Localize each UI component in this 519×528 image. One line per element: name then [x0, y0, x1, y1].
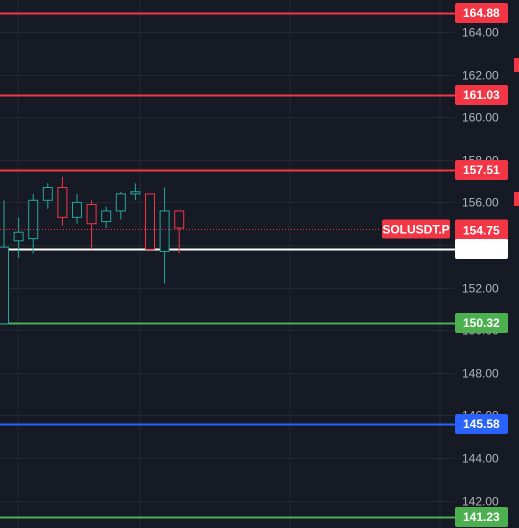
y-tick-label: 144.00 — [462, 452, 499, 466]
y-tick-label: 160.00 — [462, 111, 499, 125]
candle-up[interactable] — [159, 187, 170, 284]
candle-down[interactable] — [174, 210, 185, 254]
symbol-label-box — [382, 219, 450, 239]
candle-body — [115, 193, 126, 212]
edge-marker — [514, 58, 519, 72]
candle-up[interactable] — [0, 200, 9, 325]
candle-up[interactable] — [115, 191, 126, 220]
candle-body — [174, 210, 185, 229]
grid-lines — [0, 0, 454, 528]
candle-up[interactable] — [28, 193, 39, 254]
y-tick-label: 164.00 — [462, 26, 499, 40]
candle-up[interactable] — [13, 217, 24, 258]
level-price-tag — [455, 239, 508, 259]
y-tick-label: 162.00 — [462, 69, 499, 83]
level-price-tag — [455, 414, 508, 434]
candle-down[interactable] — [57, 176, 68, 226]
candle-body — [145, 193, 155, 250]
level-price-label: 157.51 — [463, 163, 500, 177]
candle-body — [13, 231, 24, 242]
candle-body — [72, 201, 82, 218]
symbol-label: SOLUSDT.P — [382, 223, 449, 237]
level-price-tag — [455, 3, 508, 23]
level-price-tag — [455, 160, 508, 180]
level-price-label: 145.58 — [463, 417, 500, 431]
y-tick-label: 156.00 — [462, 196, 499, 210]
right-edge-markers — [514, 58, 519, 206]
y-tick-label: 152.00 — [462, 282, 499, 296]
level-price-tag — [455, 313, 508, 333]
candle-body — [0, 246, 9, 325]
level-price-label: 141.23 — [463, 510, 500, 524]
level-price-label: 153.80 — [463, 242, 500, 256]
candle-down[interactable] — [145, 193, 155, 252]
candle-up[interactable] — [72, 193, 82, 224]
candle-body — [28, 199, 39, 240]
candle-up[interactable] — [101, 206, 112, 228]
candle-down[interactable] — [86, 200, 97, 250]
level-price-label: 161.03 — [463, 88, 500, 102]
level-price-label: 164.88 — [463, 6, 500, 20]
candle-body — [159, 210, 170, 252]
candle-up[interactable] — [130, 183, 141, 201]
candle-body — [101, 210, 112, 223]
y-tick-label: 148.00 — [462, 367, 499, 381]
candle-body — [42, 187, 53, 201]
y-tick-label: 142.00 — [462, 495, 499, 509]
candle-body — [130, 191, 141, 195]
edge-marker — [514, 192, 519, 206]
level-price-tag — [455, 85, 508, 105]
candles[interactable] — [0, 176, 185, 325]
candle-body — [57, 187, 68, 218]
candle-up[interactable] — [42, 183, 53, 209]
level-price-label: 150.32 — [463, 316, 500, 330]
horizontal-level-lines[interactable] — [0, 12, 455, 519]
level-price-tags: 164.88 161.03 157.51 153.80 150.32 145.58 141.… — [455, 3, 508, 527]
last-price-value: 154.75 — [463, 224, 500, 238]
level-price-tag — [455, 507, 508, 527]
candle-body — [86, 204, 97, 225]
